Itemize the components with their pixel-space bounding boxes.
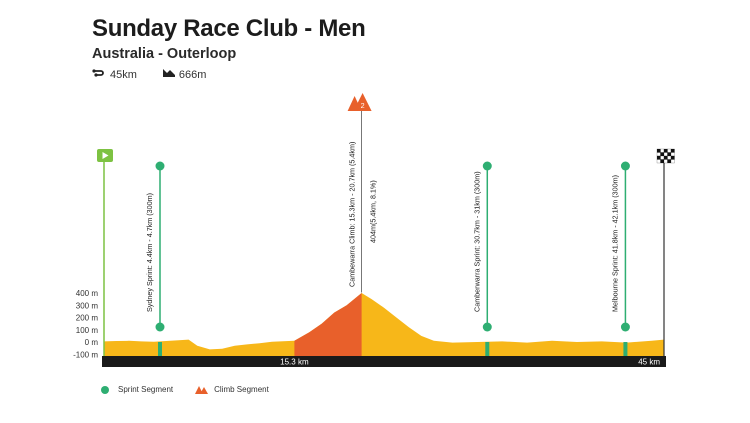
race-title: Sunday Race Club - Men: [92, 15, 366, 42]
checker-square: [663, 152, 668, 157]
checker-square: [670, 159, 675, 164]
climb-triangle-icon: [195, 385, 209, 394]
sprint-base-mark: [485, 342, 490, 356]
y-tick-label: -100 m: [73, 350, 98, 359]
checker-square: [667, 152, 672, 157]
elevation-stat: 666m: [162, 68, 207, 81]
sprint-label: Sydney Sprint: 4.4km - 4.7km (300m): [145, 193, 154, 312]
sprint-top-dot: [155, 161, 165, 171]
sprint-top-dot: [482, 161, 492, 171]
sprint-top-dot: [620, 161, 630, 171]
checker-square: [663, 159, 668, 164]
climb-category: 2: [361, 101, 365, 110]
mountain-icon: [162, 68, 179, 81]
distance-value: 45km: [110, 68, 137, 81]
climb-area: [294, 293, 362, 356]
checker-square: [667, 159, 672, 164]
sprint-base-mark: [623, 342, 628, 356]
checker-square: [660, 152, 665, 157]
y-tick-label: 100 m: [76, 326, 99, 335]
sprint-label: Camberwarra Sprint: 30.7km - 31km (300m): [472, 171, 481, 312]
x-axis-ticks: 15.3 km 45 km: [280, 358, 660, 367]
elevation-value: 666m: [178, 68, 207, 81]
distance-stat: 45km: [92, 68, 137, 81]
elevation-profile: [104, 293, 664, 356]
sprint-bottom-dot: [155, 322, 165, 332]
route-subtitle: Australia - Outerloop: [92, 46, 237, 62]
checker-square: [656, 159, 661, 164]
segment-markers: Sydney Sprint: 4.4km - 4.7km (300m) 2 Camb…: [145, 93, 630, 356]
sprint-base-mark: [158, 342, 162, 356]
sprint-bottom-dot: [620, 322, 630, 332]
start-finish-flags: [97, 148, 675, 356]
checkered-flag-icon: [656, 148, 675, 164]
play-flag-icon: [97, 149, 113, 162]
checker-square: [656, 148, 661, 153]
checker-square: [660, 159, 665, 164]
sprint-marker: Sydney Sprint: 4.4km - 4.7km (300m): [145, 161, 165, 356]
sprint-dot-icon: [101, 385, 109, 394]
y-tick-label: 200 m: [76, 314, 99, 323]
y-tick-label: 300 m: [76, 301, 99, 310]
x-tick-label: 15.3 km: [280, 358, 309, 367]
climb-label: Cambewarra Climb: 15.3km - 20.7km (5.4km…: [348, 142, 357, 287]
sprint-bottom-dot: [482, 322, 492, 332]
checker-square: [663, 155, 668, 160]
checker-square: [656, 152, 661, 157]
climb-marker: 2 Cambewarra Climb: 15.3km - 20.7km (5.4k…: [347, 93, 378, 293]
checker-square: [660, 148, 665, 153]
y-axis: 400 m 300 m 200 m 100 m 0 m -100 m: [73, 289, 98, 359]
sprint-marker: Camberwarra Sprint: 30.7km - 31km (300m): [472, 161, 492, 356]
checker-square: [670, 155, 675, 160]
race-stats: 45km 666m: [92, 68, 232, 81]
y-tick-label: 0 m: [85, 338, 99, 347]
checker-square: [667, 155, 672, 160]
climb-stats-label: 404m(5.4km, 8.1%): [369, 180, 378, 243]
checker-square: [660, 155, 665, 160]
legend-climb-label: Climb Segment: [214, 385, 269, 394]
legend: Sprint Segment Climb Segment: [101, 385, 291, 394]
legend-sprint-label: Sprint Segment: [118, 385, 174, 394]
checker-square: [670, 148, 675, 153]
checker-square: [663, 148, 668, 153]
y-tick-label: 400 m: [76, 289, 99, 298]
climb-triangle-icon: [353, 93, 372, 111]
legend-sprint: Sprint Segment: [101, 385, 173, 394]
legend-climb: Climb Segment: [195, 385, 269, 394]
checker-square: [670, 152, 675, 157]
elevation-area: [104, 293, 664, 356]
x-tick-label: 45 km: [638, 358, 660, 367]
sprint-marker: Melbourne Sprint: 41.8km - 42.1km (300m): [610, 161, 630, 356]
checker-square: [656, 155, 661, 160]
route-icon: [92, 68, 110, 81]
sprint-label: Melbourne Sprint: 41.8km - 42.1km (300m): [610, 175, 619, 312]
x-axis-bar: [102, 356, 666, 367]
checker-square: [667, 148, 672, 153]
